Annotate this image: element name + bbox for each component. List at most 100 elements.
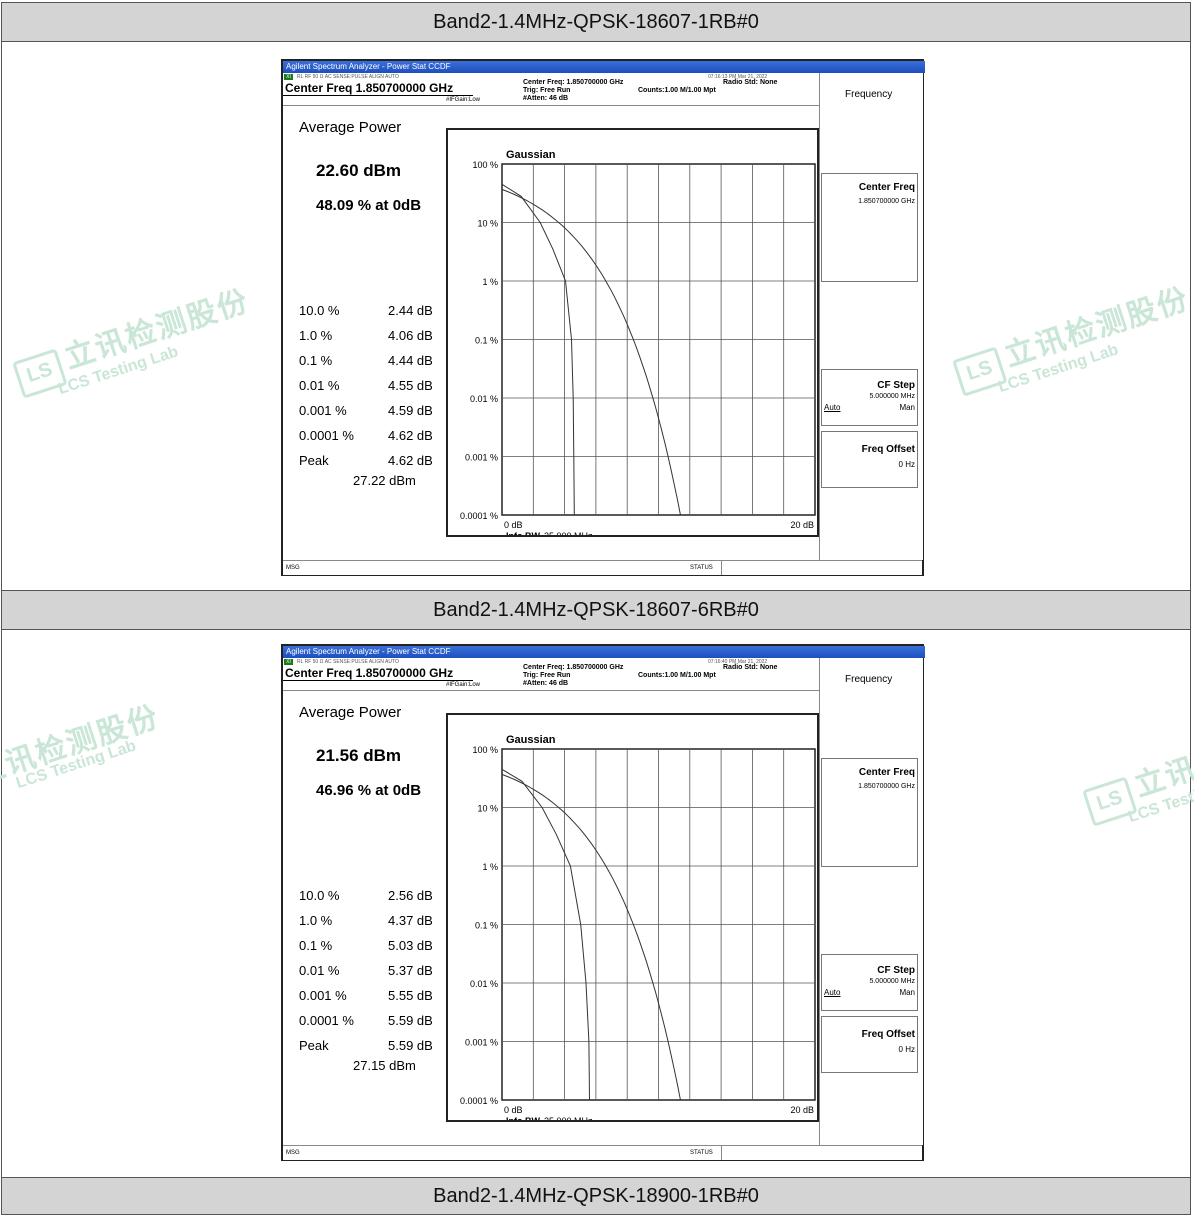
softkey-cf-step[interactable]: CF Step 5.000000 MHz Auto Man <box>821 369 918 426</box>
stat-row: 0.1 % 5.03 dB <box>299 938 433 953</box>
trigger-info: Center Freq: 1.850700000 GHz Trig: Free … <box>523 79 623 103</box>
y-tick-label: 100 % <box>472 160 498 170</box>
average-power-value: 21.56 dBm <box>316 746 402 765</box>
y-tick-label: 0.0001 % <box>460 1096 498 1106</box>
window-title: Agilent Spectrum Analyzer - Power Stat C… <box>283 61 925 73</box>
stat-percent: 0.01 % <box>299 963 340 978</box>
watermark-cn: 立讯检测股份 <box>60 284 254 376</box>
ccdf-plot: 100 % 10 % 1 % 0.1 % 0.01 % 0.001 % 0.0001 % Ga… <box>460 734 816 1120</box>
center-freq-readout[interactable]: Center Freq 1.850700000 GHz <box>285 666 454 680</box>
info-bw-value: 25.000 MHz <box>544 531 593 535</box>
watermark-logo: LS <box>12 348 68 399</box>
y-tick-label: 0.1 % <box>475 921 498 931</box>
softkey-center-freq[interactable]: Center Freq 1.850700000 GHz <box>821 173 918 282</box>
stat-row: 0.01 % 4.55 dB <box>299 378 433 393</box>
freq-offset-key-label: Freq Offset <box>861 444 915 455</box>
watermark-right-1: LS 立讯检测股份 LCS Testing Lab <box>948 274 1194 408</box>
msg-label: MSG <box>286 1150 300 1156</box>
info-center-freq: Center Freq: 1.850700000 GHz <box>523 79 624 86</box>
stat-value: 2.56 dB <box>388 888 433 903</box>
average-power-value: 22.60 dBm <box>316 161 402 180</box>
watermark-logo: LS <box>1082 776 1138 827</box>
stat-percent: 0.1 % <box>299 353 333 368</box>
x-right-label: 20 dB <box>790 1105 814 1115</box>
stats-panel: Average Power 22.60 dBm 48.09 % at 0dB 1… <box>283 105 446 536</box>
softkey-center-freq[interactable]: Center Freq 1.850700000 GHz <box>821 758 918 867</box>
center-freq-readout[interactable]: Center Freq 1.850700000 GHz <box>285 81 454 95</box>
window-title: Agilent Spectrum Analyzer - Power Stat C… <box>283 646 925 658</box>
watermark-cn: 立讯检测股份 <box>1130 712 1194 804</box>
watermark-left-2: 立讯检测股份 LCS Testing Lab <box>0 692 168 805</box>
stat-percent: 0.001 % <box>299 988 347 1003</box>
y-tick-label: 100 % <box>472 745 498 755</box>
menu-title: Frequency <box>845 674 893 685</box>
analyzer-screen-1: Agilent Spectrum Analyzer - Power Stat C… <box>281 59 925 576</box>
stat-row: 0.0001 % 4.62 dB <box>299 428 433 443</box>
average-power-percent: 46.96 % at 0dB <box>316 782 422 799</box>
gaussian-curve <box>501 188 685 516</box>
stat-percent: 0.01 % <box>299 378 340 393</box>
y-tick-label: 0.001 % <box>465 453 498 463</box>
center-freq-key-value: 1.850700000 GHz <box>858 198 915 205</box>
softkey-cf-step[interactable]: CF Step 5.000000 MHz Auto Man <box>821 954 918 1011</box>
stat-percent: Peak <box>299 453 329 468</box>
section-cell-1: LS 立讯检测股份 LCS Testing Lab LS 立讯检测股份 LCS Te… <box>1 42 1194 590</box>
stat-percent: 0.001 % <box>299 403 347 418</box>
stat-row: Peak 4.62 dB <box>299 453 433 468</box>
softkey-freq-offset[interactable]: Freq Offset 0 Hz <box>821 431 918 488</box>
info-atten: #Atten: 46 dB <box>523 95 569 102</box>
gaussian-curve <box>501 773 685 1101</box>
stat-value: 5.55 dB <box>388 988 433 1003</box>
stat-percent: 0.1 % <box>299 938 333 953</box>
watermark-cn: 立讯检测股份 <box>0 700 164 791</box>
section-cell-2: 立讯检测股份 LCS Testing Lab LS 立讯检测股份 LCS Test… <box>0 630 1194 1178</box>
section-header-3: Band2-1.4MHz-QPSK-18900-1RB#0 <box>1 1177 1191 1215</box>
sense-tag: XI <box>284 659 293 665</box>
ccdf-graph: 100 % 10 % 1 % 0.1 % 0.01 % 0.001 % 0.0001 % Ga… <box>446 713 819 1122</box>
measurement-bar: XI RL RF 50 Ω AC SENSE:PULSE ALIGN AUTO … <box>283 658 819 691</box>
cf-step-key-label: CF Step <box>877 965 915 976</box>
stat-row: 0.001 % 5.55 dB <box>299 988 433 1003</box>
cf-step-key-value: 5.000000 MHz <box>869 393 915 400</box>
stat-row: 0.001 % 4.59 dB <box>299 403 433 418</box>
cf-step-auto[interactable]: Auto <box>824 988 841 997</box>
peak-dbm: 27.15 dBm <box>353 1058 416 1073</box>
counts: Counts:1.00 M/1.00 Mpt <box>638 672 716 679</box>
y-tick-label: 0.001 % <box>465 1038 498 1048</box>
status-label: STATUS <box>690 1150 713 1156</box>
status-divider <box>721 561 722 575</box>
settings-strip: RL RF 50 Ω AC SENSE:PULSE ALIGN AUTO <box>297 74 399 80</box>
y-tick-label: 10 % <box>477 219 498 229</box>
cf-step-man[interactable]: Man <box>899 403 915 412</box>
stat-row: 1.0 % 4.06 dB <box>299 328 433 343</box>
cf-step-man[interactable]: Man <box>899 988 915 997</box>
stat-percent: 0.0001 % <box>299 428 354 443</box>
stat-row: Peak 5.59 dB <box>299 1038 433 1053</box>
stat-row: 0.1 % 4.44 dB <box>299 353 433 368</box>
if-gain: #IFGain:Low <box>446 97 481 103</box>
measurement-bar: XI RL RF 50 Ω AC SENSE:PULSE ALIGN AUTO … <box>283 73 819 106</box>
stat-value: 4.59 dB <box>388 403 433 418</box>
stat-value: 4.62 dB <box>388 428 433 443</box>
msg-label: MSG <box>286 565 300 571</box>
y-tick-label: 10 % <box>477 804 498 814</box>
graph-title: Gaussian <box>506 734 556 746</box>
center-freq-key-label: Center Freq <box>858 182 915 193</box>
y-tick-label: 0.0001 % <box>460 511 498 521</box>
average-power-title: Average Power <box>299 704 402 721</box>
stat-value: 5.59 dB <box>388 1038 433 1053</box>
analyzer-screen-2: Agilent Spectrum Analyzer - Power Stat C… <box>281 644 925 1161</box>
stat-percent: 10.0 % <box>299 888 340 903</box>
stat-row: 10.0 % 2.44 dB <box>299 303 433 318</box>
stat-row: 10.0 % 2.56 dB <box>299 888 433 903</box>
menu-title: Frequency <box>845 89 893 100</box>
x-left-label: 0 dB <box>504 1105 523 1115</box>
radio-std: Radio Std: None <box>723 79 778 86</box>
stat-value: 5.59 dB <box>388 1013 433 1028</box>
watermark-cn: 立讯检测股份 <box>1000 282 1194 374</box>
softkey-freq-offset[interactable]: Freq Offset 0 Hz <box>821 1016 918 1073</box>
cf-step-auto[interactable]: Auto <box>824 403 841 412</box>
status-divider <box>721 1146 722 1160</box>
